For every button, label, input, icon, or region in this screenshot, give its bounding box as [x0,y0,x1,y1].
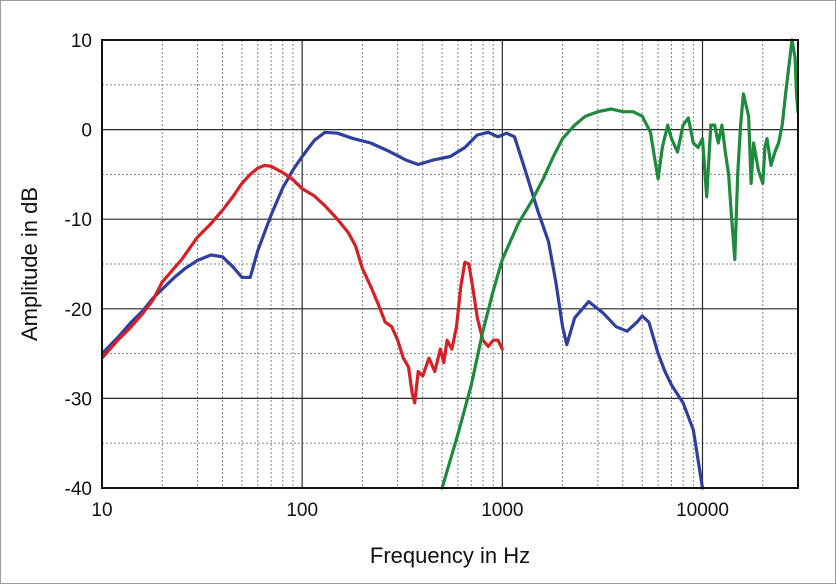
x-tick-label: 1000 [481,500,523,521]
y-axis-title: Amplitude in dB [17,187,42,341]
x-tick-label: 100 [286,500,318,521]
y-tick-label: 10 [71,31,92,52]
plot-border [101,39,799,489]
grid [101,39,799,489]
x-tick-label: 10000 [676,500,729,521]
x-tick-label: 10 [91,500,112,521]
series-line-2 [102,163,504,405]
series-line-3 [440,38,798,490]
curves [102,38,798,490]
y-tick-label: -10 [65,210,92,231]
y-tick-label: -20 [65,300,92,321]
y-tick-label: 0 [81,121,92,142]
y-tick-label: -40 [65,479,92,500]
y-tick-label: -30 [65,389,92,410]
series-line-1 [102,130,705,490]
x-axis-title: Frequency in Hz [370,543,530,568]
